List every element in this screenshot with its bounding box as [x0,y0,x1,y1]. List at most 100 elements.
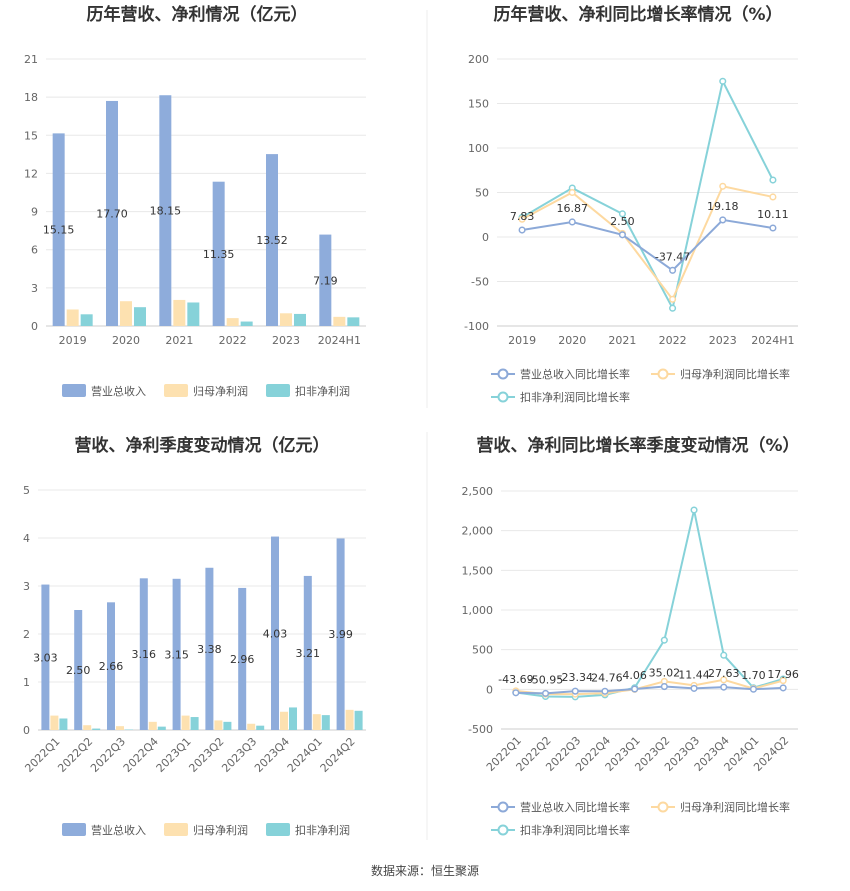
data-point [618,210,626,218]
bar [247,723,256,730]
bar [159,95,172,326]
data-point [779,684,787,692]
data-point [669,295,677,303]
bar [336,538,345,730]
data-point [769,224,777,232]
legend-marker [497,801,509,813]
data-point [720,683,728,691]
x-tick-label: 2019 [508,334,536,347]
legend-label: 营业总收入 [91,823,146,837]
y-tick-label: -100 [464,320,489,333]
x-tick-label: 2024H1 [318,334,361,347]
x-tick-label: 2021 [165,334,193,347]
y-tick-label: 3 [31,282,38,295]
bar [345,709,354,730]
bar [294,313,306,326]
x-tick-label: 2023Q3 [219,735,259,775]
y-tick-label: 15 [24,129,38,142]
x-tick-label: 2022Q4 [121,735,161,775]
data-point [769,193,777,201]
data-point [669,304,677,312]
bar [347,317,360,326]
bar-data-label: 11.35 [203,248,235,261]
legend-swatch [266,384,290,397]
point-data-label: -37.47 [655,250,690,263]
data-point [542,689,550,697]
y-tick-label: 1,500 [462,564,494,577]
data-point [618,231,626,239]
x-tick-label: 2022 [219,334,247,347]
bar [280,711,288,730]
x-tick-label: 2023 [709,334,737,347]
data-point [719,77,727,85]
point-data-label: 4.06 [622,669,647,682]
legend-swatch [266,823,290,836]
data-point [571,687,579,695]
annual-revenue-profit-chart: 历年营收、净利情况（亿元） 0 3 6 9 12 15 18 21 2019 2020 2021 202… [24,4,366,398]
series-line [521,185,774,302]
data-point [660,683,668,691]
bar [240,321,253,326]
annual-growth-rate-chart: 历年营收、净利同比增长率情况（%） -100 -50 0 50 100 150 200 2019… [464,4,798,404]
data-point [769,176,777,184]
x-tick-label: 2022Q1 [22,735,62,775]
x-tick-label: 2023Q2 [186,735,226,775]
legend-label: 扣非净利润 [295,823,350,837]
y-tick-label: 200 [468,53,489,66]
bar [205,567,214,730]
data-point [779,677,787,685]
bar [80,314,93,326]
bar-data-label: 2.66 [99,660,124,673]
bar [107,602,115,730]
x-tick-label: 2024Q2 [318,735,358,775]
y-tick-label: -50 [471,276,489,289]
bar-data-label: 2.50 [66,664,91,677]
bar-data-label: 3.15 [164,648,189,661]
data-point [568,218,576,226]
bar [173,299,186,326]
y-tick-label: 18 [24,91,38,104]
y-tick-label: 2,500 [462,485,494,498]
y-tick-label: 100 [468,142,489,155]
bar [172,578,181,730]
bar [157,726,166,730]
bar [66,309,79,326]
bar-data-label: 7.19 [313,274,338,287]
bar [50,715,59,730]
y-tick-label: 6 [31,244,38,257]
legend-swatch [62,384,86,397]
y-tick-label: 0 [482,231,489,244]
y-tick-label: 50 [475,187,489,200]
legend-label: 归母净利润同比增长率 [680,367,790,381]
series-line [521,78,774,312]
x-tick-label: 2023 [272,334,300,347]
legend-label: 归母净利润 [193,384,248,398]
chart-title: 营收、净利季度变动情况（亿元） [75,435,330,456]
bar [319,234,332,326]
data-point [518,226,526,234]
legend-label: 扣非净利润 [295,384,350,398]
y-tick-label: 5 [23,484,30,497]
bar [134,307,146,326]
chart-title: 历年营收、净利情况（亿元） [87,4,308,25]
y-tick-label: 0 [486,683,493,696]
series-line [515,678,784,696]
bar [223,721,232,730]
x-tick-label: 2020 [558,334,586,347]
bar-data-label: 3.21 [296,647,321,660]
point-data-label: 19.18 [707,200,739,213]
y-tick-label: -500 [468,723,493,736]
series-line [515,509,784,698]
data-point [601,687,609,695]
legend-label: 营业总收入同比增长率 [520,800,630,814]
point-data-label: 10.11 [757,208,789,221]
series-line [521,218,774,272]
bar [238,587,247,730]
x-tick-label: 2020 [112,334,140,347]
y-tick-label: 0 [23,724,30,737]
x-tick-label: 2022Q3 [88,735,128,775]
bar [187,302,200,326]
bar [289,707,297,730]
bar [354,710,363,730]
y-tick-label: 9 [31,206,38,219]
